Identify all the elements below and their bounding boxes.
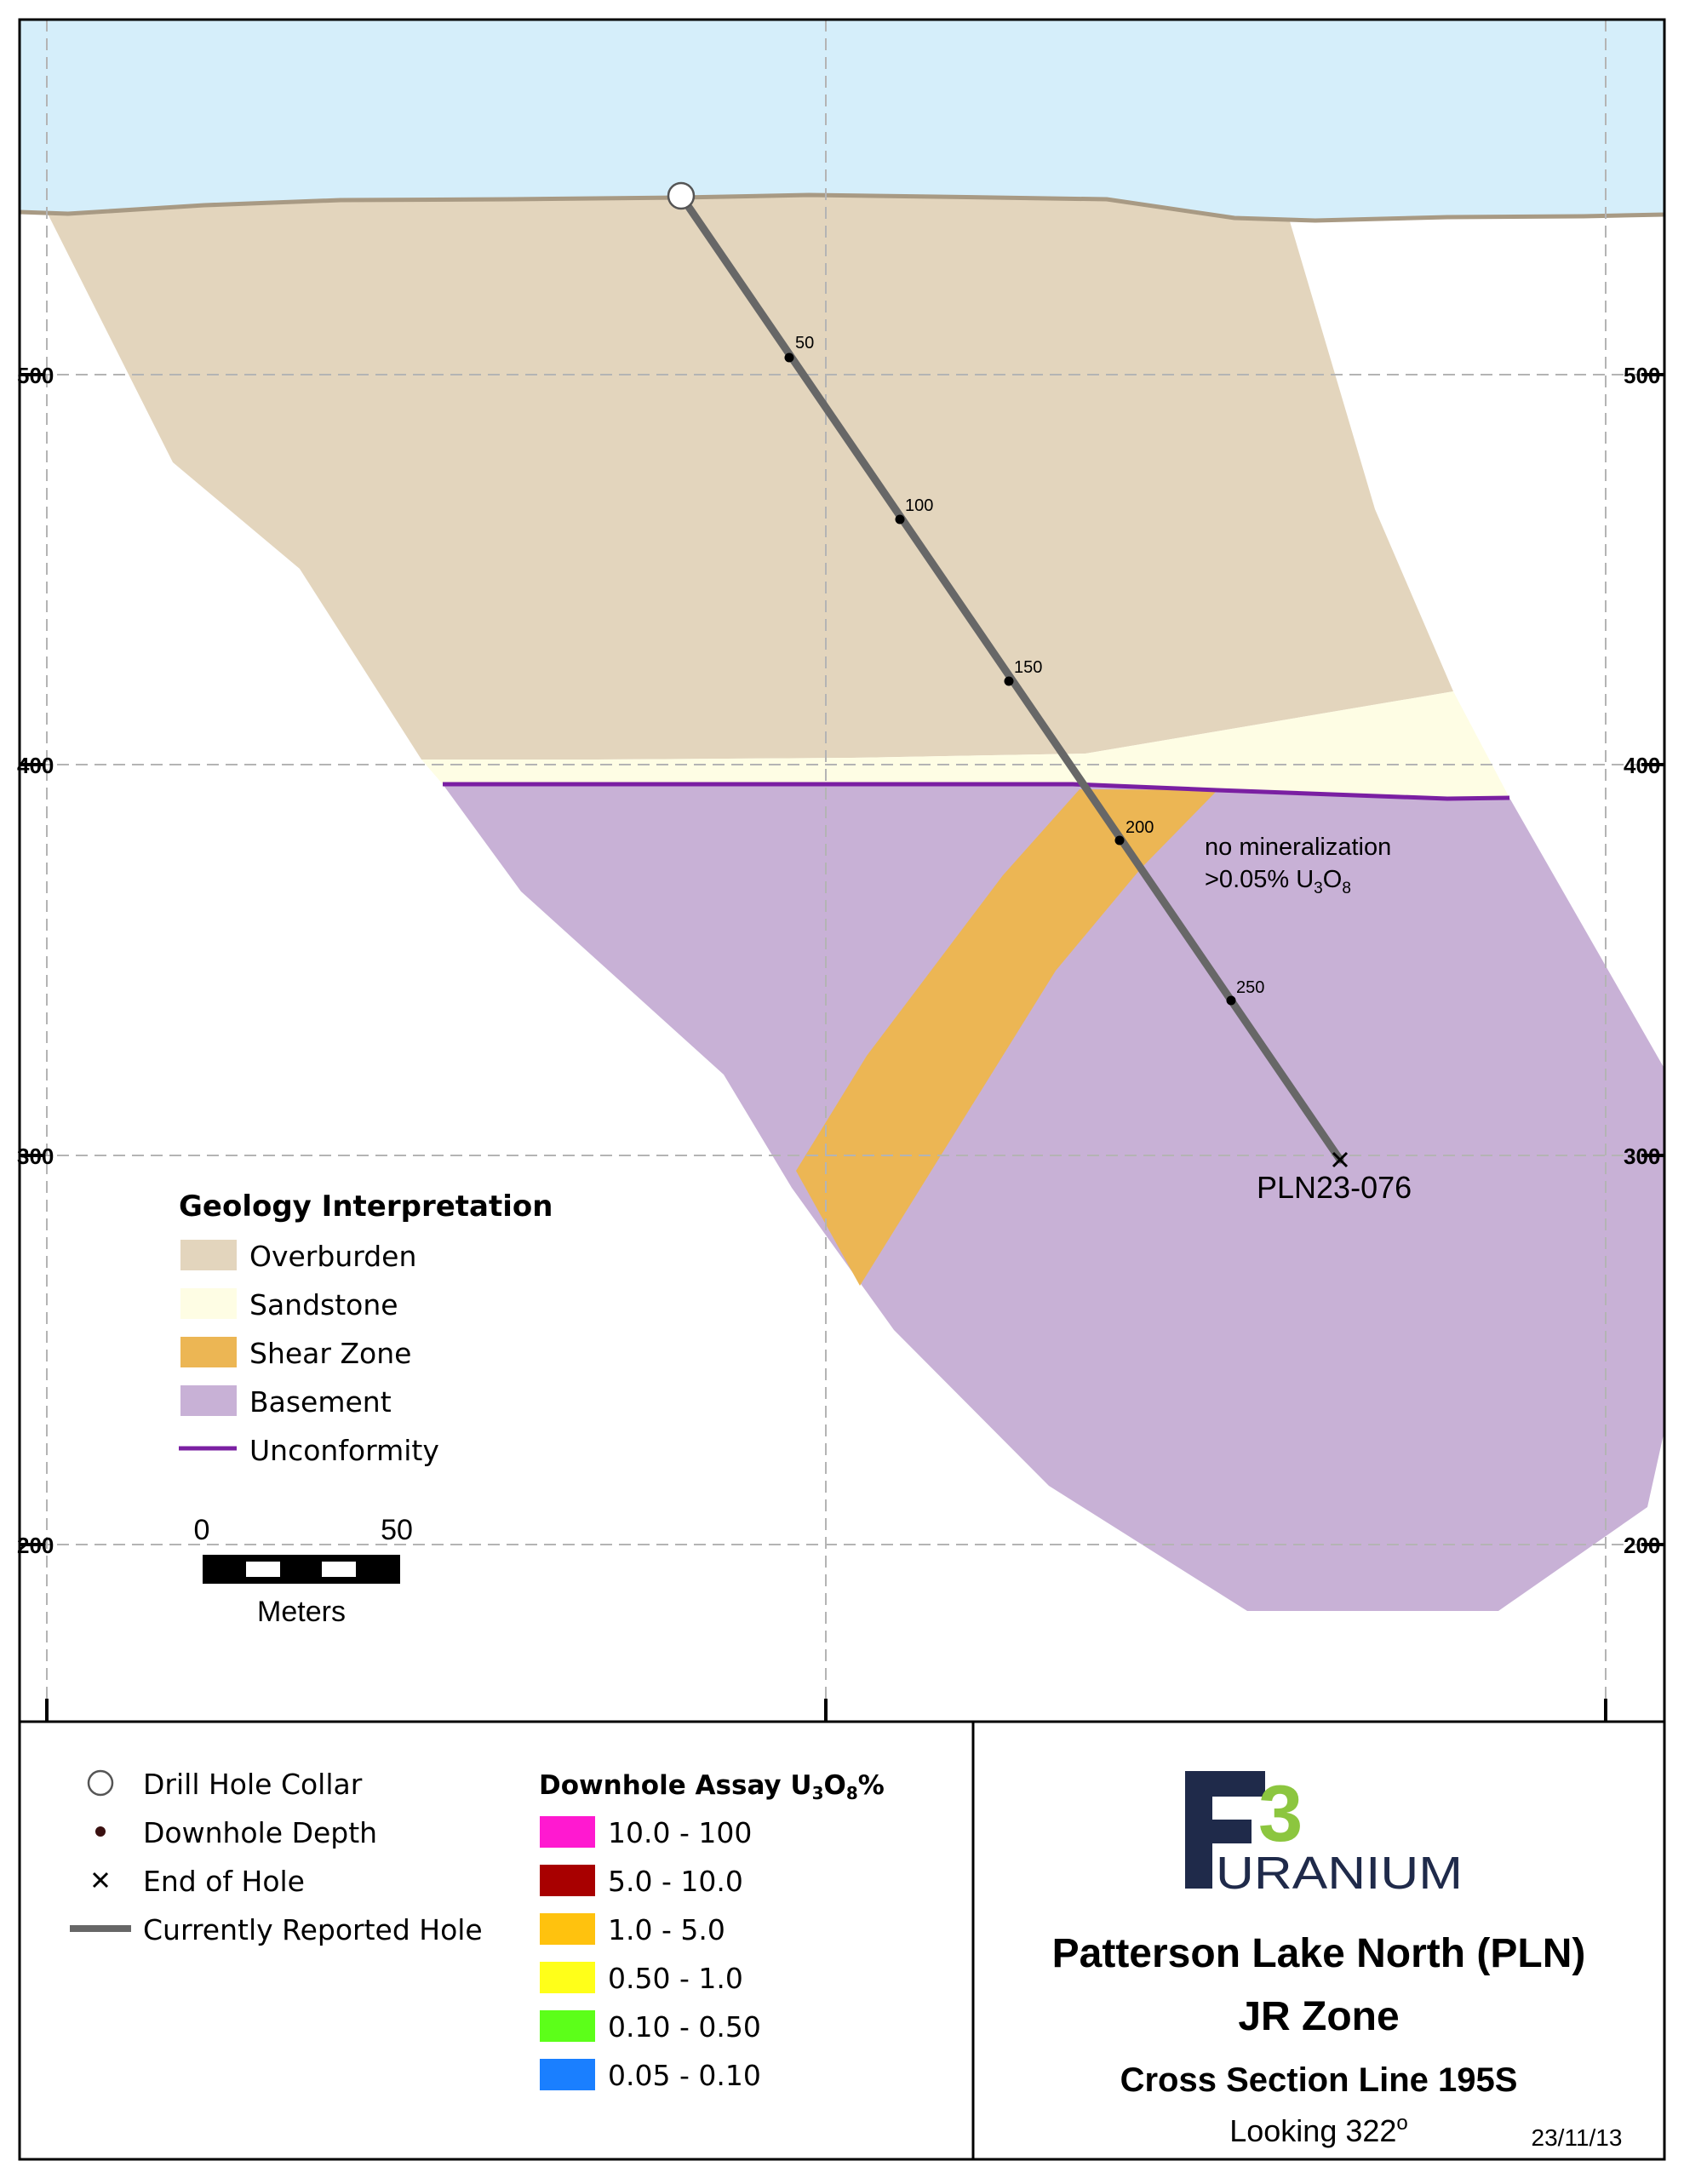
scale-bar-start-label: 0 <box>194 1514 210 1546</box>
dot-icon <box>95 1826 106 1837</box>
x-icon <box>92 1872 109 1889</box>
grid-ticks <box>20 373 1664 1722</box>
assay-label-10-100: 10.0 - 100 <box>608 1816 752 1849</box>
water-area <box>20 20 1664 221</box>
elevation-label-right-300: 300 <box>1624 1144 1660 1169</box>
elevation-label-right-200: 200 <box>1624 1533 1660 1558</box>
depth-marker-50 <box>784 353 794 363</box>
symbol-legend: Drill Hole Collar Downhole Depth End of … <box>70 1768 483 1946</box>
map-date: 23/11/13 <box>1532 2124 1623 2151</box>
grid-lines <box>20 20 1664 1722</box>
looking-direction: Looking 322o <box>1229 2112 1408 2148</box>
assay-swatch-1-5 <box>540 1913 595 1945</box>
symbol-label-collar: Drill Hole Collar <box>143 1768 363 1801</box>
elevation-label-right-500: 500 <box>1624 363 1660 388</box>
assay-swatch-5-10 <box>540 1865 595 1896</box>
legend-swatch-shear-zone <box>180 1337 237 1367</box>
legend-label-basement: Basement <box>249 1385 392 1419</box>
assay-legend-title: Downhole Assay U3O8% <box>539 1770 885 1803</box>
mineralization-note-line1: no mineralization <box>1205 834 1391 861</box>
assay-swatch-005-01 <box>540 2059 595 2090</box>
depth-label-250: 250 <box>1236 978 1264 997</box>
mineralization-note: no mineralization >0.05% U3O8 <box>1205 834 1391 897</box>
overburden-unit <box>47 195 1453 760</box>
assay-label-5-10: 5.0 - 10.0 <box>608 1865 743 1898</box>
legend-label-unconformity: Unconformity <box>249 1434 439 1467</box>
logo-number: 3 <box>1258 1768 1303 1858</box>
depth-marker-labels: 50 100 150 200 250 <box>795 334 1264 997</box>
frame <box>18 18 1666 2161</box>
depth-marker-250 <box>1226 995 1236 1006</box>
basement-unit <box>443 784 1664 1611</box>
end-of-hole-marker <box>1332 1151 1349 1168</box>
depth-label-100: 100 <box>905 496 933 515</box>
title-block: 3 URANIUM Patterson Lake North (PLN) JR … <box>1052 1768 1623 2151</box>
depth-label-200: 200 <box>1126 818 1154 837</box>
sandstone-unit <box>421 691 1509 799</box>
symbol-label-depth: Downhole Depth <box>143 1816 377 1849</box>
elevation-label-left-300: 300 <box>17 1144 54 1169</box>
unconformity-line <box>443 782 1510 801</box>
section-map: 500 500 400 400 300 300 200 200 <box>17 20 1665 1722</box>
assay-label-005-01: 0.05 - 0.10 <box>608 2059 761 2092</box>
symbol-label-hole: Currently Reported Hole <box>143 1913 483 1946</box>
depth-marker-150 <box>1004 676 1014 686</box>
drill-hole[interactable]: 50 100 150 200 250 PLN23-076 <box>667 181 1412 1205</box>
legend-swatch-sandstone <box>180 1288 237 1319</box>
assay-legend: Downhole Assay U3O8% 10.0 - 100 5.0 - 10… <box>539 1770 885 2092</box>
elevation-label-right-400: 400 <box>1624 753 1660 778</box>
section-title: Cross Section Line 195S <box>1120 2061 1518 2099</box>
drill-hole-collar[interactable] <box>667 181 696 210</box>
assay-label-1-5: 1.0 - 5.0 <box>608 1913 725 1946</box>
legend-label-sandstone: Sandstone <box>249 1288 398 1321</box>
assay-label-05-1: 0.50 - 1.0 <box>608 1962 743 1995</box>
depth-label-150: 150 <box>1014 658 1042 677</box>
ground-surface <box>19 192 1665 223</box>
downhole-depth-markers <box>784 353 1236 1006</box>
zone-title: JR Zone <box>1238 1994 1399 2039</box>
assay-swatch-10-100 <box>540 1816 595 1848</box>
legend-swatch-overburden <box>180 1240 237 1270</box>
drill-hole-name: PLN23-076 <box>1257 1170 1412 1205</box>
logo-word: URANIUM <box>1216 1848 1463 1899</box>
assay-label-01-05: 0.10 - 0.50 <box>608 2010 761 2044</box>
elevation-labels: 500 500 400 400 300 300 200 200 <box>17 363 1660 1558</box>
depth-marker-200 <box>1114 835 1125 846</box>
geology-legend-title: Geology Interpretation <box>179 1189 553 1224</box>
legend-label-shear-zone: Shear Zone <box>249 1337 411 1370</box>
company-logo: 3 URANIUM <box>1185 1768 1463 1899</box>
project-title: Patterson Lake North (PLN) <box>1052 1931 1586 1976</box>
shear-zone-unit <box>796 789 1217 1286</box>
mineralization-note-line2: >0.05% U3O8 <box>1205 866 1351 897</box>
assay-swatch-01-05 <box>540 2010 595 2042</box>
circle-icon <box>87 1769 114 1797</box>
scale-bar-unit: Meters <box>257 1596 346 1628</box>
elevation-label-left-200: 200 <box>17 1533 54 1558</box>
scale-bar: 0 50 Meters <box>194 1514 413 1628</box>
depth-marker-100 <box>895 514 905 525</box>
depth-label-50: 50 <box>795 334 814 353</box>
elevation-label-left-500: 500 <box>17 363 54 388</box>
elevation-label-left-400: 400 <box>17 753 54 778</box>
scale-bar-end-label: 50 <box>381 1514 413 1546</box>
legend-swatch-basement <box>180 1385 237 1416</box>
legend-label-overburden: Overburden <box>249 1240 416 1273</box>
geology-legend: Geology Interpretation Overburden Sandst… <box>179 1189 553 1467</box>
assay-swatch-05-1 <box>540 1962 595 1993</box>
symbol-label-end: End of Hole <box>143 1865 305 1898</box>
